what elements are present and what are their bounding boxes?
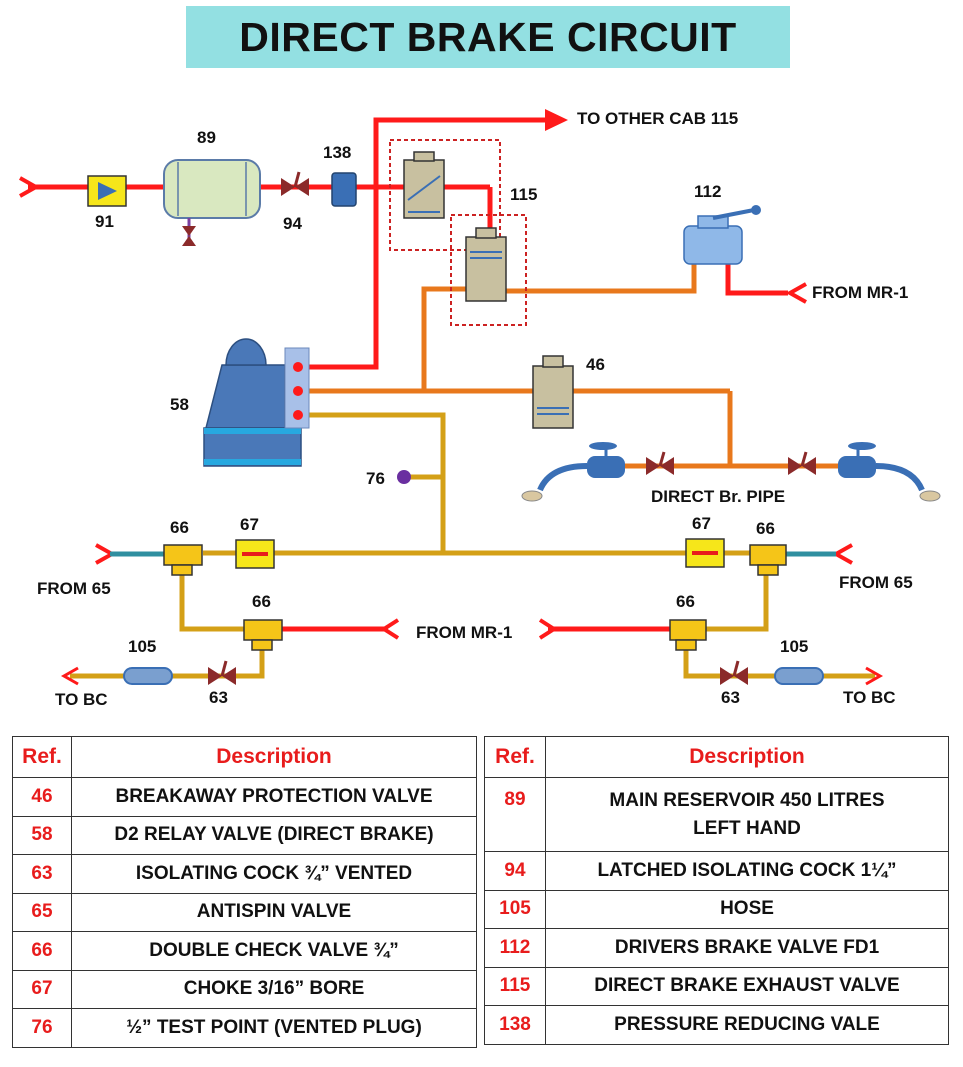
ref-cell: 89 xyxy=(484,777,546,852)
desc-line-2: LEFT HAND xyxy=(693,817,801,839)
ref-112: 112 xyxy=(694,182,721,201)
component-105-hoses xyxy=(123,667,824,685)
ref-67-right: 67 xyxy=(692,514,711,533)
component-58-relay-valve xyxy=(203,338,310,467)
desc-cell: ½” TEST POINT (VENTED PLUG) xyxy=(71,1008,477,1048)
reference-table-left: Ref. Description 46 BREAKAWAY PROTECTION … xyxy=(12,736,477,1048)
ref-cell: 112 xyxy=(484,928,546,968)
component-89-main-reservoir xyxy=(163,159,261,246)
table-row: 63 ISOLATING COCK ¾” VENTED xyxy=(12,854,477,894)
header-ref: Ref. xyxy=(484,736,546,778)
label-from-mr1-mid: FROM MR-1 xyxy=(416,623,512,642)
ref-cell: 66 xyxy=(12,931,72,971)
ref-cell: 46 xyxy=(12,777,72,817)
component-46-breakaway-valve xyxy=(532,355,574,429)
desc-cell: LATCHED ISOLATING COCK 1¼” xyxy=(545,851,949,891)
ref-105-left: 105 xyxy=(128,637,156,656)
component-94-isolating-cock xyxy=(281,171,309,196)
ref-58: 58 xyxy=(170,395,189,414)
component-63-isolating-cocks xyxy=(208,660,748,685)
label-from-mr1-top: FROM MR-1 xyxy=(812,283,908,302)
ref-138: 138 xyxy=(323,143,351,162)
label-from-65-right: FROM 65 xyxy=(839,573,913,592)
page-title: DIRECT BRAKE CIRCUIT xyxy=(239,13,737,60)
ref-46: 46 xyxy=(586,355,605,374)
table-row: 105 HOSE xyxy=(484,889,949,929)
ref-63-left: 63 xyxy=(209,688,228,707)
table-row: 112 DRIVERS BRAKE VALVE FD1 xyxy=(484,928,949,968)
ref-66-mid-left: 66 xyxy=(252,592,271,611)
ref-66-top-right: 66 xyxy=(756,519,775,538)
ref-66-top-left: 66 xyxy=(170,518,189,537)
ref-cell: 115 xyxy=(484,966,546,1006)
desc-cell: D2 RELAY VALVE (DIRECT BRAKE) xyxy=(71,815,477,855)
table-row: 58 D2 RELAY VALVE (DIRECT BRAKE) xyxy=(12,815,477,855)
label-to-bc-right: TO BC xyxy=(843,688,896,707)
ref-105-right: 105 xyxy=(780,637,808,656)
table-header-row: Ref. Description xyxy=(484,736,949,778)
desc-cell: DRIVERS BRAKE VALVE FD1 xyxy=(545,928,949,968)
ref-cell: 63 xyxy=(12,854,72,894)
ref-91: 91 xyxy=(95,212,114,231)
desc-cell: HOSE xyxy=(545,889,949,929)
ref-63-right: 63 xyxy=(721,688,740,707)
ref-89: 89 xyxy=(197,128,216,147)
table-row: 115 DIRECT BRAKE EXHAUST VALVE xyxy=(484,966,949,1006)
ref-66-mid-right: 66 xyxy=(676,592,695,611)
ref-94: 94 xyxy=(283,214,302,233)
desc-cell: CHOKE 3/16” BORE xyxy=(71,969,477,1009)
table-row: 76 ½” TEST POINT (VENTED PLUG) xyxy=(12,1008,477,1048)
reference-table-right: Ref. Description 89 MAIN RESERVOIR 450 L… xyxy=(484,736,949,1045)
table-row: 138 PRESSURE REDUCING VALE xyxy=(484,1005,949,1045)
desc-cell: ISOLATING COCK ¾” VENTED xyxy=(71,854,477,894)
direct-br-pipe-cocks xyxy=(521,442,941,502)
table-row: 65 ANTISPIN VALVE xyxy=(12,892,477,932)
table-row: 67 CHOKE 3/16” BORE xyxy=(12,969,477,1009)
desc-cell: PRESSURE REDUCING VALE xyxy=(545,1005,949,1045)
component-67-chokes xyxy=(235,538,725,569)
desc-cell: DOUBLE CHECK VALVE ¾” xyxy=(71,931,477,971)
ref-cell: 105 xyxy=(484,889,546,929)
ref-cell: 67 xyxy=(12,969,72,1009)
label-to-bc-left: TO BC xyxy=(55,690,108,709)
header-ref: Ref. xyxy=(12,736,72,778)
desc-cell: MAIN RESERVOIR 450 LITRES LEFT HAND xyxy=(545,777,949,852)
desc-cell: DIRECT BRAKE EXHAUST VALVE xyxy=(545,966,949,1006)
header-description: Description xyxy=(71,736,477,778)
desc-cell: BREAKAWAY PROTECTION VALVE xyxy=(71,777,477,817)
ref-115: 115 xyxy=(510,185,537,204)
ref-cell: 76 xyxy=(12,1008,72,1048)
brake-circuit-diagram: TO OTHER CAB 115 FROM MR-1 DIRECT Br. PI… xyxy=(19,109,941,709)
label-to-other-cab: TO OTHER CAB 115 xyxy=(577,109,738,128)
component-138-pressure-reducing-valve xyxy=(331,172,357,207)
table-header-row: Ref. Description xyxy=(12,736,477,778)
component-115-exhaust-valve xyxy=(389,139,527,326)
ref-cell: 65 xyxy=(12,892,72,932)
title-banner: DIRECT BRAKE CIRCUIT xyxy=(186,6,790,68)
table-row: 94 LATCHED ISOLATING COCK 1¼” xyxy=(484,851,949,891)
table-row: 89 MAIN RESERVOIR 450 LITRES LEFT HAND xyxy=(484,777,949,852)
to-bc-arrows xyxy=(60,666,884,686)
ref-76: 76 xyxy=(366,469,385,488)
label-direct-br-pipe: DIRECT Br. PIPE xyxy=(651,487,785,506)
ref-cell: 58 xyxy=(12,815,72,855)
component-112-drivers-brake-valve xyxy=(683,205,761,265)
ref-67-left: 67 xyxy=(240,515,259,534)
desc-cell: ANTISPIN VALVE xyxy=(71,892,477,932)
table-row: 46 BREAKAWAY PROTECTION VALVE xyxy=(12,777,477,817)
label-from-65-left: FROM 65 xyxy=(37,579,111,598)
component-76-test-point xyxy=(397,470,411,484)
desc-line-1: MAIN RESERVOIR 450 LITRES xyxy=(609,789,885,811)
component-91-check-valve xyxy=(87,175,127,207)
table-row: 66 DOUBLE CHECK VALVE ¾” xyxy=(12,931,477,971)
header-description: Description xyxy=(545,736,949,778)
ref-cell: 94 xyxy=(484,851,546,891)
to-other-cab-arrow xyxy=(545,109,568,131)
component-66-double-check-valves xyxy=(163,544,787,651)
ref-cell: 138 xyxy=(484,1005,546,1045)
